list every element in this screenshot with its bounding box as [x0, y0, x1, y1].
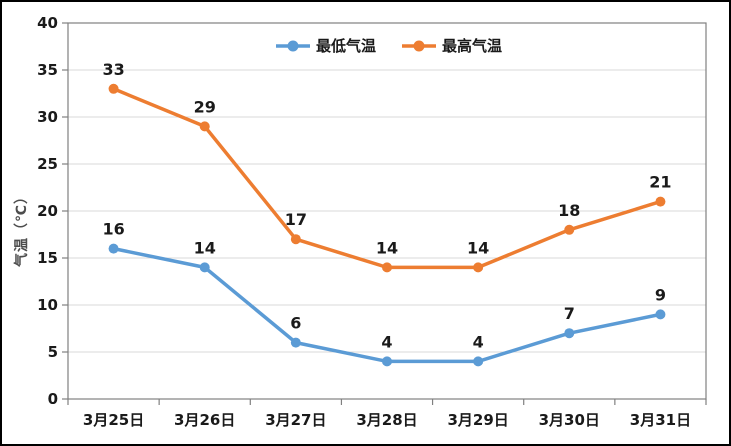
max-temp-point — [290, 234, 301, 245]
max-temp-data-label: 14 — [467, 238, 489, 257]
min-temp-point — [473, 356, 484, 367]
min-temp-data-label: 6 — [290, 314, 301, 333]
max-temp-data-label: 14 — [376, 238, 398, 257]
x-tick-label: 3月30日 — [539, 411, 600, 429]
y-tick-label: 35 — [37, 61, 58, 79]
max-temp-data-label: 33 — [102, 60, 124, 79]
x-tick-label: 3月26日 — [174, 411, 235, 429]
min-temp-data-label: 7 — [564, 304, 575, 323]
y-tick-label: 0 — [48, 390, 58, 408]
y-tick-label: 25 — [37, 155, 58, 173]
min-temp-point — [564, 328, 575, 339]
max-temp-point — [382, 262, 392, 273]
legend-label-min-temp: 最低气温 — [315, 37, 376, 55]
y-tick-label: 5 — [48, 343, 58, 361]
x-tick-label: 3月29日 — [447, 411, 508, 429]
min-temp-point — [290, 337, 301, 348]
min-temp-point — [655, 309, 666, 320]
max-temp-point — [655, 196, 666, 207]
y-tick-label: 40 — [37, 14, 58, 32]
y-tick-label: 30 — [37, 108, 58, 126]
legend-item-min-temp: 最低气温 — [275, 35, 376, 56]
max-temp-legend-marker — [402, 40, 436, 52]
min-temp-data-label: 4 — [473, 332, 484, 351]
min-temp-data-label: 16 — [102, 220, 124, 239]
min-temp-point — [199, 262, 210, 273]
legend-label-max-temp: 最高气温 — [442, 37, 503, 55]
max-temp-point — [473, 262, 484, 273]
max-temp-point — [564, 224, 575, 235]
min-temp-data-label: 14 — [194, 238, 216, 257]
max-temp-point — [199, 121, 210, 132]
y-tick-label: 15 — [37, 249, 58, 267]
min-temp-data-label: 4 — [381, 332, 392, 351]
y-axis-title: 气温（℃） — [14, 189, 30, 267]
x-tick-label: 3月28日 — [356, 411, 417, 429]
max-temp-point — [108, 83, 119, 94]
max-temp-data-label: 18 — [558, 201, 580, 220]
min-temp-point — [382, 356, 392, 367]
x-tick-label: 3月25日 — [83, 411, 144, 429]
min-temp-point — [108, 243, 119, 254]
x-tick-label: 3月31日 — [630, 411, 691, 429]
y-tick-label: 20 — [37, 202, 58, 220]
max-temp-data-label: 29 — [194, 97, 216, 116]
legend-item-max-temp: 最高气温 — [402, 35, 502, 56]
max-temp-data-label: 17 — [285, 210, 307, 229]
legend: 最低气温 最高气温 — [70, 35, 708, 56]
min-temp-legend-marker — [275, 40, 310, 52]
x-tick-label: 3月27日 — [265, 411, 326, 429]
min-temp-data-label: 9 — [655, 285, 666, 304]
max-temp-data-label: 21 — [649, 173, 671, 192]
y-tick-label: 10 — [37, 296, 58, 314]
